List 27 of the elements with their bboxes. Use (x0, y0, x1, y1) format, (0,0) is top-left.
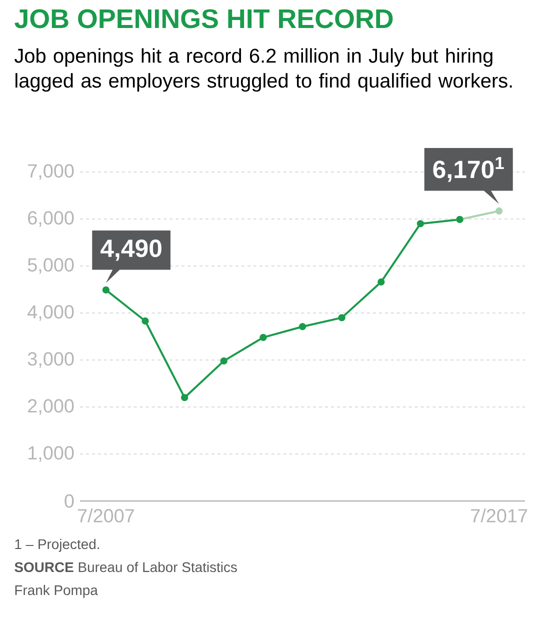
point (378, 278, 385, 286)
text: SOURCE Bureau of Labor Statistics (14, 562, 237, 572)
y-tick-label: 3,000 (28, 352, 74, 368)
x-tick-label: 7/2007 (78, 508, 134, 522)
point (416, 220, 424, 228)
text: 1 – Projected. (15, 538, 99, 552)
chart-title: JOB OPENINGS HIT RECORD (14, 9, 393, 28)
point (260, 334, 267, 342)
point (180, 394, 188, 402)
point (495, 207, 503, 215)
chart-subtitle: Job openings hit a record 6.2 million in July but hiring lagged as employers struggled to find qualified workers. (14, 48, 512, 92)
y-tick-label: 2,000 (28, 399, 74, 415)
y-tick-label: 7,000 (28, 164, 74, 180)
point (220, 357, 228, 365)
point (142, 317, 149, 325)
y-tick-label: 4,000 (28, 305, 74, 321)
x-tick-label: 7/2017 (471, 508, 528, 522)
y-tick-label: 1,000 (28, 446, 74, 462)
data-label: 6,170$^{1}$ (433, 156, 504, 182)
y-tick-label: 5,000 (28, 258, 74, 274)
text: Frank Pompa (15, 584, 98, 598)
point (298, 323, 306, 330)
data-label: 4,490 (100, 240, 162, 261)
y-tick-label: 6,000 (28, 211, 74, 227)
y-tick-label: 0 (64, 494, 74, 508)
point (102, 286, 110, 294)
point (338, 314, 346, 322)
